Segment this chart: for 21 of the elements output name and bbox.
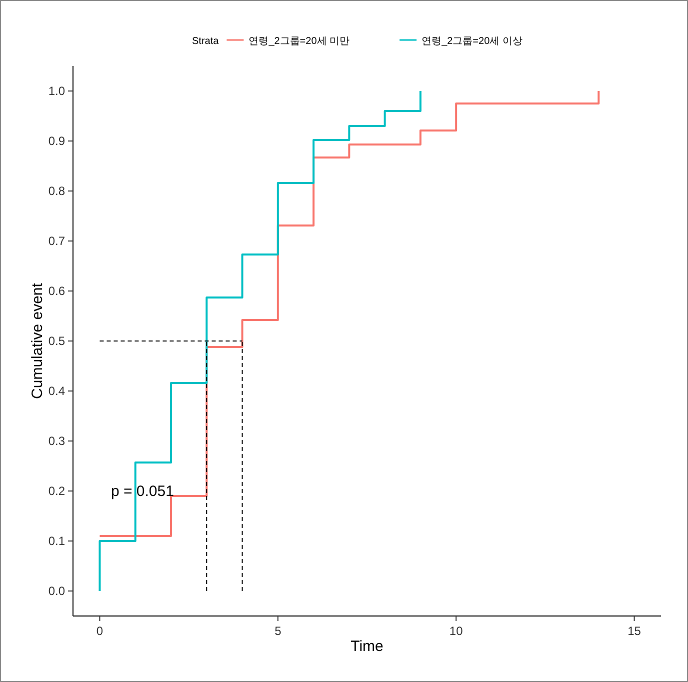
y-tick-label: 0.2: [48, 484, 66, 498]
y-tick-label: 0.8: [48, 184, 66, 198]
y-tick-label: 0.6: [48, 284, 66, 298]
x-tick-label: 5: [274, 624, 282, 638]
x-tick-label: 15: [628, 624, 642, 638]
x-tick-label: 0: [96, 624, 104, 638]
y-axis-title: Cumulative event: [29, 282, 46, 399]
y-tick-label: 0.1: [48, 534, 66, 548]
y-tick-label: 1.0: [48, 84, 66, 98]
x-axis-title: Time: [350, 638, 384, 655]
y-tick-label: 0.9: [48, 134, 66, 148]
x-tick-label: 10: [449, 624, 464, 638]
y-tick-label: 0.7: [48, 234, 66, 248]
y-tick-label: 0.5: [48, 334, 66, 348]
legend-title: Strata: [192, 36, 220, 47]
legend-label: 연령_2그룹=20세 미만: [248, 36, 350, 47]
annotation: p = 0.051: [111, 483, 174, 500]
legend-label: 연령_2그룹=20세 이상: [422, 36, 522, 47]
y-tick-label: 0.0: [48, 584, 66, 598]
y-tick-label: 0.3: [48, 434, 66, 448]
y-tick-label: 0.4: [48, 384, 66, 398]
